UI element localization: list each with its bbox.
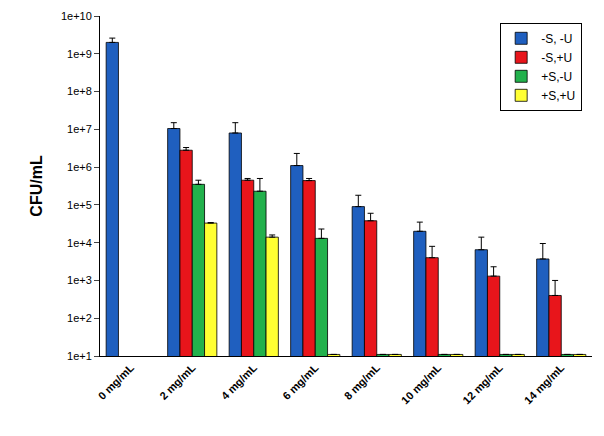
- svg-text:0 mg/mL: 0 mg/mL: [96, 361, 137, 402]
- svg-text:6 mg/mL: 6 mg/mL: [280, 361, 321, 402]
- svg-text:1e+4: 1e+4: [67, 237, 92, 249]
- svg-text:1e+7: 1e+7: [67, 123, 92, 135]
- svg-text:12 mg/mL: 12 mg/mL: [460, 361, 505, 406]
- svg-text:1e+3: 1e+3: [67, 274, 92, 286]
- svg-text:1e+9: 1e+9: [67, 48, 92, 60]
- svg-text:4 mg/mL: 4 mg/mL: [219, 361, 260, 402]
- svg-text:14 mg/mL: 14 mg/mL: [522, 361, 567, 406]
- svg-text:1e+10: 1e+10: [61, 10, 92, 22]
- svg-text:1e+6: 1e+6: [67, 161, 92, 173]
- svg-text:2 mg/mL: 2 mg/mL: [157, 361, 198, 402]
- svg-text:+S,-U: +S,-U: [541, 70, 572, 84]
- svg-text:1e+2: 1e+2: [67, 312, 92, 324]
- svg-text:-S,+U: -S,+U: [541, 51, 572, 65]
- svg-text:-S, -U: -S, -U: [541, 32, 572, 46]
- svg-text:1e+8: 1e+8: [67, 85, 92, 97]
- svg-text:10 mg/mL: 10 mg/mL: [399, 361, 444, 406]
- svg-text:1e+1: 1e+1: [67, 350, 92, 362]
- svg-text:8 mg/mL: 8 mg/mL: [342, 361, 383, 402]
- svg-text:CFU/mL: CFU/mL: [28, 155, 45, 217]
- svg-text:+S,+U: +S,+U: [541, 89, 575, 103]
- svg-text:1e+5: 1e+5: [67, 199, 92, 211]
